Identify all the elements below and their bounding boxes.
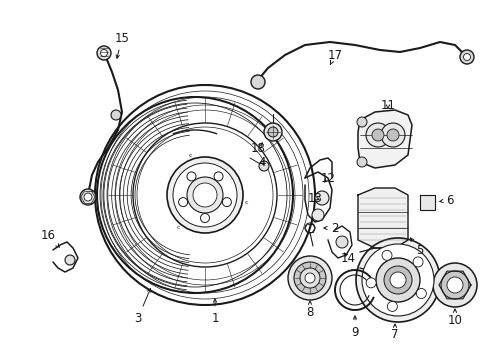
Circle shape [250,75,264,89]
Circle shape [167,157,243,233]
Circle shape [459,50,473,64]
Text: 5: 5 [409,238,423,257]
Text: 3: 3 [134,289,150,324]
Circle shape [446,277,462,293]
Circle shape [412,257,422,267]
Circle shape [463,54,469,60]
Circle shape [186,177,223,213]
Circle shape [111,110,121,120]
Circle shape [361,244,433,316]
Circle shape [386,301,397,311]
Circle shape [222,198,231,207]
Text: c: c [188,153,192,158]
Text: 4: 4 [258,156,265,168]
Text: 9: 9 [350,316,358,338]
Text: 16: 16 [41,229,59,247]
Circle shape [311,209,324,221]
Circle shape [186,172,196,181]
Text: 11: 11 [380,99,395,112]
Circle shape [200,213,209,222]
Circle shape [178,198,187,207]
Circle shape [267,127,278,137]
Circle shape [355,238,439,322]
Text: 7: 7 [390,324,398,342]
Text: 12: 12 [320,171,335,185]
Circle shape [415,288,426,298]
Circle shape [65,255,75,265]
Circle shape [335,236,347,248]
Circle shape [365,123,389,147]
Circle shape [264,123,282,141]
Circle shape [314,191,328,205]
Circle shape [101,49,107,57]
Text: c: c [176,225,180,230]
Circle shape [386,129,398,141]
Text: 10: 10 [447,309,462,327]
Circle shape [287,256,331,300]
Circle shape [84,193,92,201]
Text: 8: 8 [305,301,313,319]
Circle shape [366,278,375,288]
Circle shape [259,161,268,171]
Circle shape [375,258,419,302]
Circle shape [293,262,325,294]
Text: 17: 17 [327,49,342,64]
Text: 6: 6 [439,194,453,207]
Polygon shape [357,188,407,248]
Text: 14: 14 [340,252,355,265]
Circle shape [193,183,217,207]
Text: 18: 18 [250,141,265,154]
Circle shape [389,272,405,288]
Circle shape [80,189,96,205]
Polygon shape [357,110,411,168]
Circle shape [383,266,411,294]
Circle shape [381,250,391,260]
Circle shape [432,263,476,307]
Circle shape [97,46,111,60]
Circle shape [380,123,404,147]
Circle shape [356,157,366,167]
Text: 2: 2 [323,221,338,234]
Circle shape [305,273,314,283]
Polygon shape [419,195,434,210]
Text: 13: 13 [307,192,322,204]
Circle shape [371,129,383,141]
Circle shape [299,268,319,288]
Circle shape [356,117,366,127]
Text: 15: 15 [114,32,129,58]
Circle shape [214,172,223,181]
Text: c: c [244,200,247,205]
Text: 1: 1 [211,299,218,324]
Circle shape [440,271,468,299]
Circle shape [173,163,237,227]
